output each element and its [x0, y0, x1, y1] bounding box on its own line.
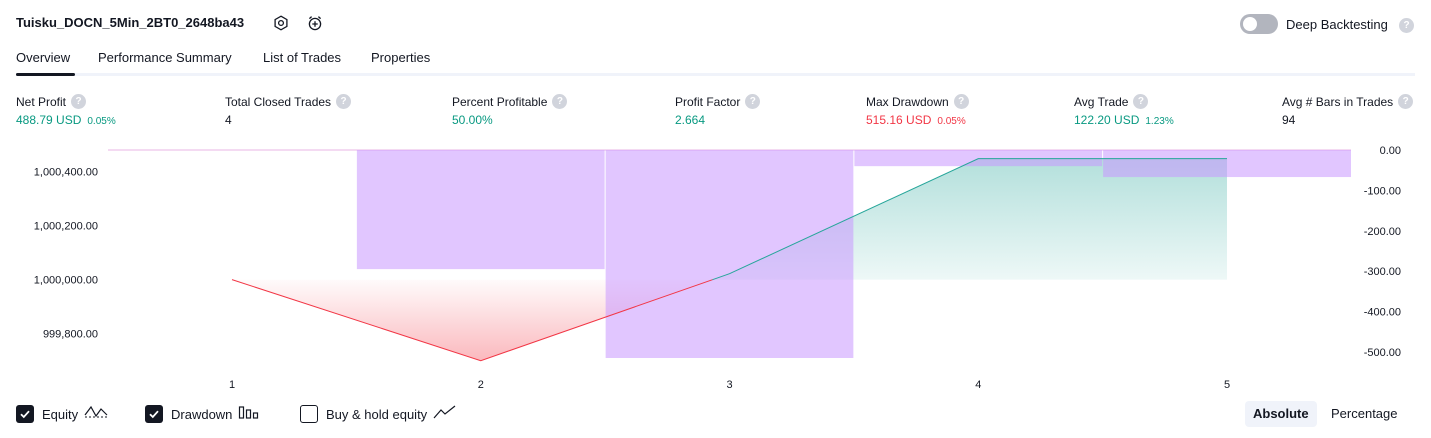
left-axis-tick-label: 1,000,200.00: [34, 221, 98, 233]
info-icon[interactable]: ?: [552, 94, 568, 109]
equity-drawdown-chart: 1,000,400.00 1,000,200.00 1,000,000.00 999,…: [34, 145, 1401, 391]
drawdown-bars-layer: [356, 150, 1351, 358]
metric-avg-trade: Avg Trade? 122.20 USD 1.23%: [1074, 94, 1174, 127]
report-tabs: Overview Performance Summary List of Tra…: [16, 48, 1415, 76]
drawdown-bar: [356, 150, 605, 270]
metric-value: 4: [225, 113, 232, 127]
right-axis-tick-label: -200.00: [1364, 226, 1401, 238]
metric-value: 50.00%: [452, 113, 493, 127]
absolute-button[interactable]: Absolute: [1245, 401, 1317, 427]
info-icon[interactable]: ?: [336, 94, 352, 109]
legend-label: Equity: [42, 406, 79, 422]
metric-label: Net Profit: [16, 94, 67, 109]
right-axis: 0.00 -100.00 -200.00 -300.00 -400.00 -500.00: [1364, 145, 1401, 359]
equity-line-layer: [231, 158, 1227, 362]
x-axis-tick-label: 2: [478, 379, 484, 391]
add-alert-icon[interactable]: [305, 13, 325, 33]
metric-label: Avg # Bars in Trades: [1282, 94, 1394, 109]
legend-label: Buy & hold equity: [326, 406, 428, 422]
buy-hold-line-icon: [433, 404, 457, 425]
active-tab-indicator: [16, 73, 75, 76]
tab-properties[interactable]: Properties: [371, 50, 431, 65]
legend-equity[interactable]: Equity: [16, 403, 108, 425]
tab-list-of-trades[interactable]: List of Trades: [263, 50, 342, 65]
right-axis-tick-label: -500.00: [1364, 347, 1401, 359]
percentage-button[interactable]: Percentage: [1331, 406, 1398, 421]
right-axis-tick-label: -400.00: [1364, 307, 1401, 319]
deep-backtesting-toggle[interactable]: [1240, 14, 1278, 34]
metric-percent: 0.05%: [937, 116, 966, 127]
tab-overview[interactable]: Overview: [16, 50, 71, 65]
equity-line-down: [231, 279, 713, 362]
metric-label: Avg Trade: [1074, 94, 1129, 109]
legend-drawdown[interactable]: Drawdown: [145, 403, 260, 425]
info-icon[interactable]: ?: [71, 94, 87, 109]
info-icon[interactable]: ?: [1133, 94, 1149, 109]
info-icon[interactable]: ?: [1398, 94, 1414, 109]
metric-profit-factor: Profit Factor? 2.664: [675, 94, 761, 127]
toggle-knob: [1243, 17, 1257, 31]
drawdown-bar: [605, 150, 854, 358]
info-icon[interactable]: ?: [953, 94, 969, 109]
metric-label: Total Closed Trades: [225, 94, 332, 109]
metric-net-profit: Net Profit? 488.79 USD 0.05%: [16, 94, 116, 127]
metric-percent-profitable: Percent Profitable? 50.00%: [452, 94, 568, 127]
drawdown-bars-icon: [238, 404, 260, 425]
metric-percent: 0.05%: [87, 116, 116, 127]
tab-performance-summary[interactable]: Performance Summary: [98, 50, 232, 65]
legend-label: Drawdown: [171, 406, 233, 422]
metric-label: Profit Factor: [675, 94, 741, 109]
drawdown-bar: [1103, 150, 1351, 178]
metric-max-drawdown: Max Drawdown? 515.16 USD 0.05%: [866, 94, 969, 127]
legend-buy-hold[interactable]: Buy & hold equity: [300, 403, 457, 425]
x-axis-tick-label: 5: [1224, 379, 1230, 391]
report-header: Tuisku_DOCN_5Min_2BT0_2648ba43 Deep Back…: [0, 0, 1431, 48]
right-axis-tick-label: -300.00: [1364, 266, 1401, 278]
left-axis-tick-label: 1,000,000.00: [34, 275, 98, 287]
metric-label: Max Drawdown: [866, 94, 949, 109]
metric-value: 122.20 USD: [1074, 113, 1140, 127]
x-axis-tick-label: 4: [975, 379, 981, 391]
left-axis-tick-label: 1,000,400.00: [34, 167, 98, 179]
left-axis-tick-label: 999,800.00: [43, 329, 98, 341]
x-axis: 1 2 3 4 5: [229, 379, 1230, 391]
metric-value: 515.16 USD: [866, 113, 932, 127]
buy-hold-checkbox[interactable]: [300, 405, 318, 423]
equity-checkbox[interactable]: [16, 405, 34, 423]
info-icon[interactable]: ?: [745, 94, 761, 109]
gear-icon[interactable]: [271, 13, 291, 33]
metric-value: 2.664: [675, 113, 706, 127]
left-axis: 1,000,400.00 1,000,200.00 1,000,000.00 999,…: [34, 167, 98, 341]
drawdown-bar: [854, 150, 1103, 167]
help-icon[interactable]: ?: [1399, 18, 1414, 33]
x-axis-tick-label: 1: [229, 379, 235, 391]
right-axis-tick-label: -100.00: [1364, 185, 1401, 197]
metric-percent: 1.23%: [1145, 116, 1174, 127]
drawdown-checkbox[interactable]: [145, 405, 163, 423]
x-axis-tick-label: 3: [726, 379, 732, 391]
deep-backtesting-label: Deep Backtesting: [1286, 17, 1388, 32]
metric-label: Percent Profitable: [452, 94, 548, 109]
equity-loss-area: [232, 279, 713, 361]
right-axis-tick-label: 0.00: [1380, 145, 1401, 157]
equity-line-up: [712, 158, 1227, 281]
strategy-title: Tuisku_DOCN_5Min_2BT0_2648ba43: [16, 15, 245, 30]
metric-value: 488.79 USD: [16, 113, 82, 127]
metric-value: 94: [1282, 113, 1296, 127]
metric-total-closed-trades: Total Closed Trades? 4: [225, 94, 352, 127]
equity-line-icon: [84, 404, 108, 425]
metric-avg-bars-in-trades: Avg # Bars in Trades? 94: [1282, 94, 1414, 127]
